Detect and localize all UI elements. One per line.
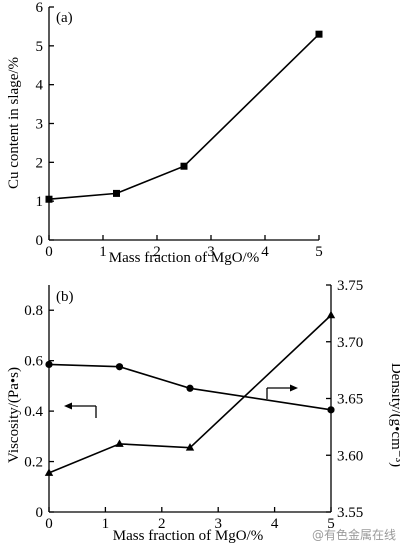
chart-panel-b: 0 1 2 3 4 5 0 0.2 0.4 0.6 0.8 3.55 3.60 3.65 3.70 3.75 bbox=[24, 278, 363, 532]
x-tick-label: 3 bbox=[207, 244, 215, 260]
series-line bbox=[48, 363, 332, 411]
y-tick-label: 3 bbox=[36, 117, 44, 133]
data-point bbox=[44, 468, 54, 476]
y-tick-label: 0 bbox=[36, 233, 44, 249]
y-tick-label: 0.2 bbox=[24, 455, 43, 471]
panel-b-x-axis-title: Mass fraction of MgO/% bbox=[113, 528, 263, 543]
data-point bbox=[113, 189, 120, 197]
data-point bbox=[115, 363, 124, 371]
right-axis-arrow bbox=[266, 384, 298, 399]
panel-a-label: (a) bbox=[56, 10, 73, 26]
x-tick-label: 1 bbox=[99, 244, 107, 260]
data-point bbox=[115, 439, 124, 447]
left-axis-arrow bbox=[64, 402, 97, 418]
panel-a-x-axis-title: Mass fraction of MgO/% bbox=[109, 250, 259, 266]
series-line bbox=[48, 33, 320, 201]
data-point bbox=[180, 162, 188, 170]
y-tick-label: 6 bbox=[36, 0, 44, 16]
data-point bbox=[326, 310, 336, 319]
panel-a-y-axis-title: Cu content in slage/% bbox=[6, 57, 22, 189]
data-point bbox=[185, 443, 195, 451]
x-tick-label: 5 bbox=[327, 516, 335, 532]
right-y-tick-label: 3.60 bbox=[337, 448, 363, 464]
data-point bbox=[315, 30, 323, 38]
data-point bbox=[45, 195, 53, 203]
right-y-tick-label: 3.70 bbox=[337, 335, 363, 351]
x-tick-label: 4 bbox=[261, 244, 269, 260]
y-tick-label: 0.4 bbox=[24, 404, 43, 420]
x-tick-label: 2 bbox=[153, 244, 161, 260]
data-point bbox=[45, 360, 53, 369]
right-y-tick-label: 3.55 bbox=[337, 505, 363, 521]
y-tick-label: 1 bbox=[36, 194, 44, 210]
data-point bbox=[186, 384, 194, 392]
y-tick-label: 0.6 bbox=[24, 354, 43, 370]
x-tick-label: 2 bbox=[158, 516, 166, 532]
x-tick-label: 3 bbox=[214, 516, 222, 532]
x-tick-label: 0 bbox=[45, 516, 53, 532]
panel-b-right-y-axis-title: Density/(g•cm⁻³) bbox=[388, 363, 400, 467]
x-tick-label: 4 bbox=[271, 516, 279, 532]
y-tick-label: 2 bbox=[36, 155, 44, 171]
watermark-text: @有色金属在线 bbox=[312, 527, 396, 542]
series-line bbox=[48, 314, 332, 474]
y-tick-label: 5 bbox=[36, 39, 44, 55]
x-tick-label: 0 bbox=[45, 244, 53, 260]
y-tick-label: 4 bbox=[36, 78, 44, 94]
x-tick-label: 1 bbox=[102, 516, 110, 532]
panel-b-left-y-axis-title: Viscosity/(Pa•s) bbox=[6, 367, 22, 463]
right-y-tick-label: 3.65 bbox=[337, 392, 363, 408]
chart-panel-a: 0 1 2 3 4 5 0 1 2 3 4 5 6 bbox=[36, 0, 323, 260]
y-tick-label: 0.8 bbox=[24, 303, 43, 319]
x-tick-label: 5 bbox=[315, 244, 323, 260]
y-tick-label: 0 bbox=[36, 505, 44, 521]
right-y-tick-label: 3.75 bbox=[337, 278, 363, 294]
panel-b-label: (b) bbox=[56, 289, 74, 305]
data-point bbox=[327, 406, 335, 414]
